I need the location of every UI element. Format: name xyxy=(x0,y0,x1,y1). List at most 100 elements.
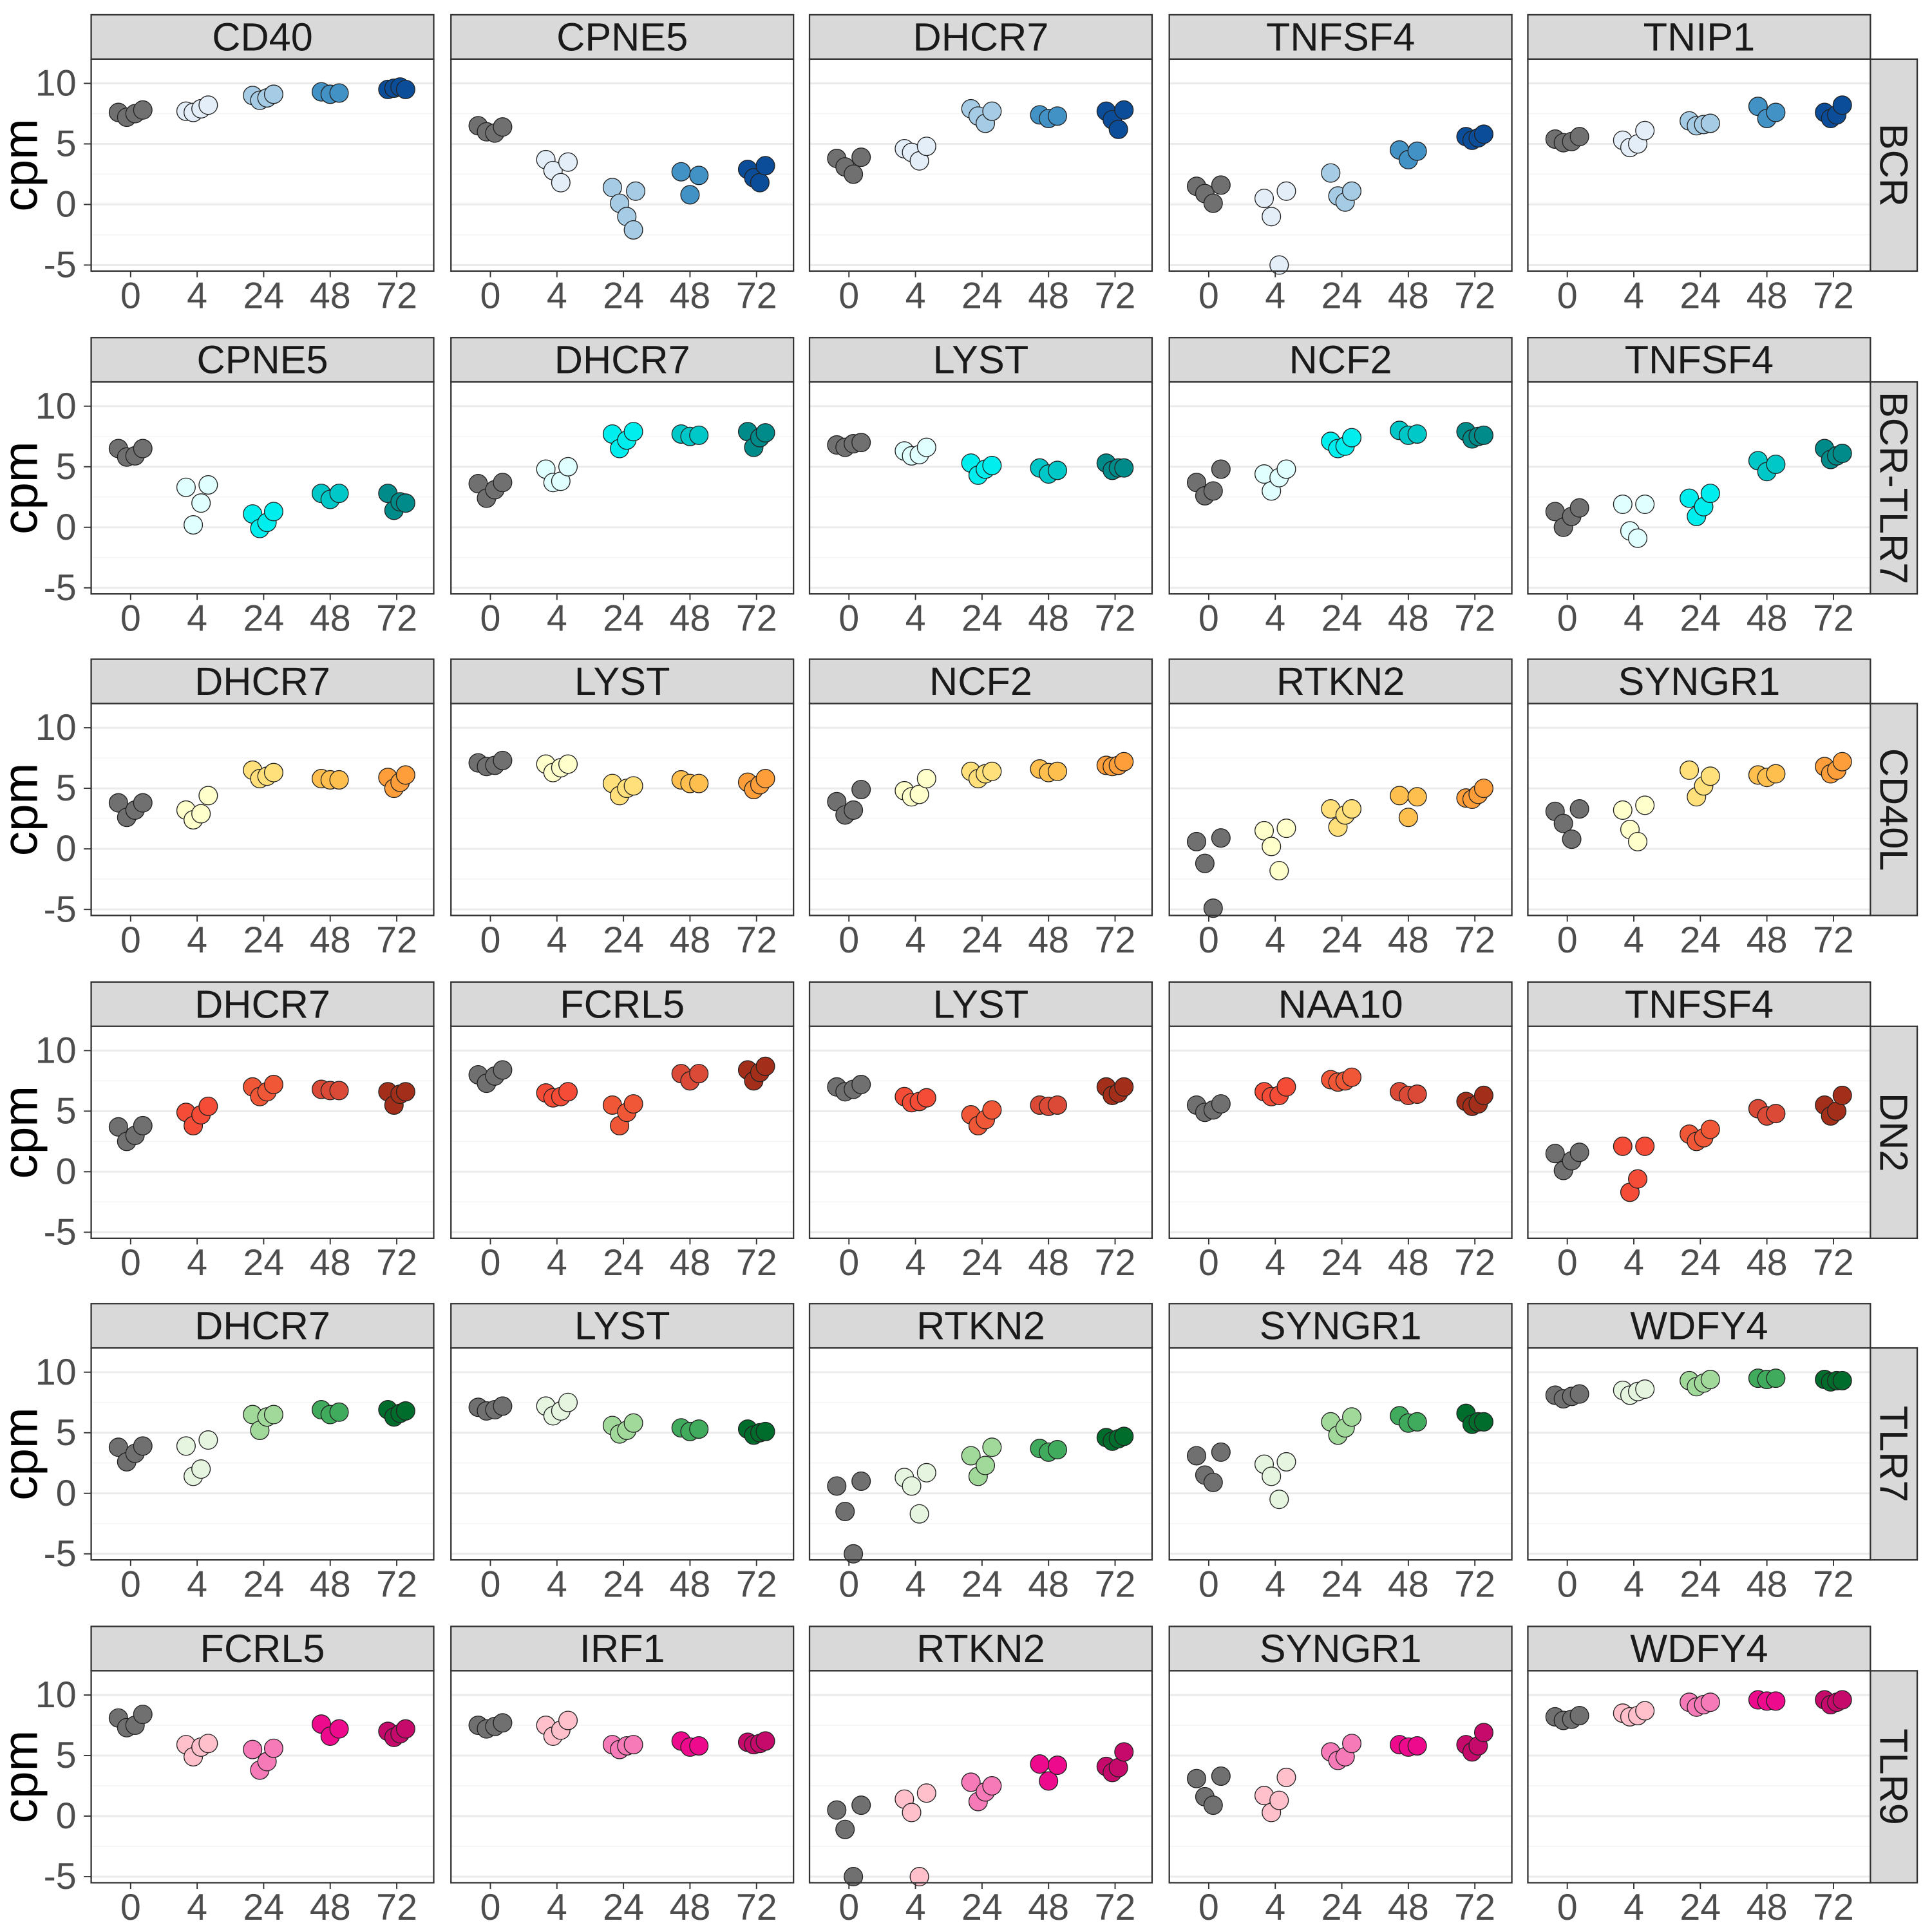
panel-background xyxy=(1169,1026,1512,1238)
x-tick-label: 72 xyxy=(1813,275,1854,316)
x-tick-label: 72 xyxy=(1095,1564,1136,1605)
panel-strip-label: NAA10 xyxy=(1278,982,1403,1026)
x-tick-label: 0 xyxy=(838,920,859,961)
x-tick-label: 4 xyxy=(905,275,926,316)
data-point xyxy=(1473,1412,1493,1432)
data-point xyxy=(1680,760,1700,780)
x-tick-label: 24 xyxy=(1321,1564,1363,1605)
data-point xyxy=(133,1705,153,1725)
y-tick-label: 0 xyxy=(56,1473,77,1514)
data-point xyxy=(329,484,349,504)
data-point xyxy=(1114,752,1134,772)
x-tick-label: 4 xyxy=(905,598,926,639)
x-tick-label: 0 xyxy=(1557,920,1578,961)
y-axis-label: cpm xyxy=(0,118,48,212)
panel-strip-label: LYST xyxy=(933,982,1029,1026)
data-point xyxy=(1398,808,1418,828)
panel-strip xyxy=(90,1303,435,1349)
x-tick-label: 72 xyxy=(1454,275,1495,316)
data-point xyxy=(1186,1768,1206,1788)
panel-border xyxy=(1527,381,1871,595)
x-tick-label: 48 xyxy=(1388,275,1429,316)
data-point xyxy=(1114,458,1134,478)
data-point xyxy=(329,83,349,103)
data-point xyxy=(689,1736,709,1756)
x-tick-label: 24 xyxy=(1321,1887,1363,1928)
data-point xyxy=(133,1436,153,1456)
x-tick-label: 0 xyxy=(1557,275,1578,316)
x-tick-label: 24 xyxy=(1680,598,1721,639)
data-point xyxy=(851,433,871,453)
data-point xyxy=(395,1401,415,1421)
panel-border xyxy=(450,381,795,595)
panel-border xyxy=(90,1025,435,1239)
data-point xyxy=(1569,498,1589,518)
data-point xyxy=(1269,860,1289,880)
data-point xyxy=(1342,799,1362,819)
data-point xyxy=(835,1501,855,1521)
data-point xyxy=(750,173,770,193)
panel-strip-label: DHCR7 xyxy=(194,982,330,1026)
data-point xyxy=(1047,1440,1067,1460)
data-point xyxy=(909,1867,929,1887)
data-point xyxy=(1473,1723,1493,1743)
x-tick-label: 72 xyxy=(376,275,417,316)
data-point xyxy=(689,773,709,793)
data-point xyxy=(1254,820,1274,840)
panel-background xyxy=(451,59,794,271)
x-tick-label: 4 xyxy=(547,1242,567,1283)
x-tick-label: 24 xyxy=(961,1887,1003,1928)
panel-strip-label: CPNE5 xyxy=(196,338,328,382)
data-point xyxy=(1700,1369,1720,1390)
panel-strip xyxy=(1168,658,1513,705)
panel-background xyxy=(810,382,1152,594)
x-tick-label: 48 xyxy=(670,1887,711,1928)
data-point xyxy=(844,164,864,184)
panel-strip xyxy=(450,337,795,383)
data-point xyxy=(1211,1442,1231,1462)
panel-border xyxy=(450,703,795,916)
x-tick-label: 4 xyxy=(1624,920,1644,961)
data-point xyxy=(1613,800,1633,820)
data-point xyxy=(1635,1379,1655,1399)
x-tick-label: 0 xyxy=(480,598,501,639)
data-point xyxy=(982,1100,1002,1120)
data-point xyxy=(558,1392,578,1412)
x-tick-label: 72 xyxy=(376,1564,417,1605)
x-tick-label: 24 xyxy=(243,1887,285,1928)
panel-strip xyxy=(1527,981,1871,1027)
data-point xyxy=(1473,124,1493,144)
data-point xyxy=(1030,1754,1050,1774)
x-tick-label: 24 xyxy=(961,920,1003,961)
row-strip-label: TLR7 xyxy=(1872,1406,1916,1502)
x-tick-label: 72 xyxy=(1095,1887,1136,1928)
data-point xyxy=(961,1446,981,1466)
y-tick-label: 0 xyxy=(56,184,77,225)
panel-border xyxy=(1168,58,1513,272)
data-point xyxy=(1680,488,1700,508)
data-point xyxy=(191,1459,211,1479)
x-tick-label: 48 xyxy=(670,920,711,961)
row-strip-label: DN2 xyxy=(1872,1093,1916,1171)
x-tick-label: 4 xyxy=(547,598,567,639)
y-tick-label: 0 xyxy=(56,507,77,548)
data-point xyxy=(976,1455,996,1475)
panel-strip-label: WDFY4 xyxy=(1630,1627,1768,1671)
x-tick-label: 0 xyxy=(120,1564,141,1605)
x-tick-label: 72 xyxy=(376,1887,417,1928)
x-tick-label: 72 xyxy=(1454,1564,1495,1605)
y-tick-label: 10 xyxy=(35,1674,77,1716)
data-point xyxy=(1203,1795,1223,1815)
panel-background xyxy=(1528,382,1871,594)
data-point xyxy=(1766,764,1786,784)
x-tick-label: 72 xyxy=(1095,920,1136,961)
panel-border xyxy=(90,58,435,272)
data-point xyxy=(133,439,153,459)
data-point xyxy=(1039,1771,1059,1791)
x-tick-label: 0 xyxy=(1198,1564,1219,1605)
panel-border xyxy=(1527,1347,1871,1561)
panel-border xyxy=(1168,1347,1513,1561)
x-tick-label: 72 xyxy=(1813,920,1854,961)
data-point xyxy=(198,475,218,495)
data-point xyxy=(558,457,578,477)
